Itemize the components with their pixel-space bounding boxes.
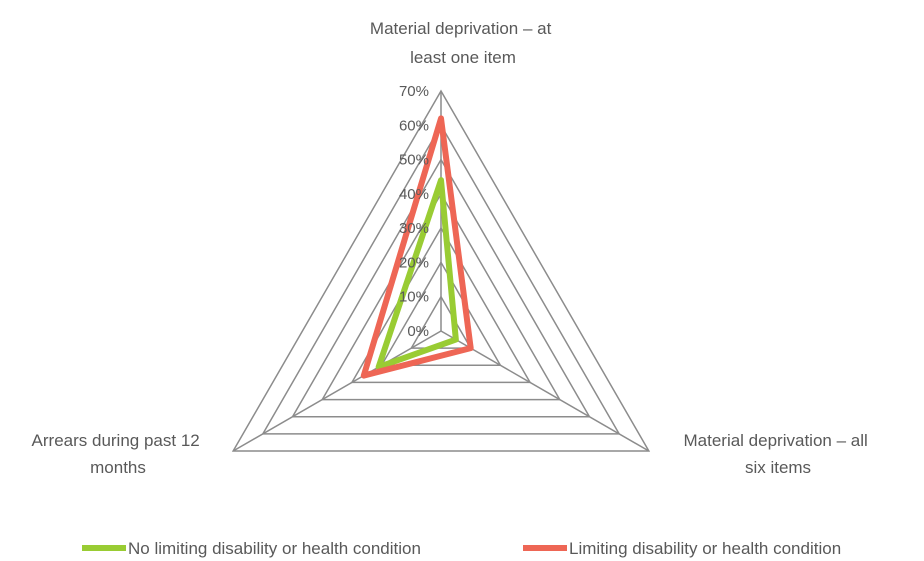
radar-grid [231, 89, 651, 452]
grid-ring [231, 89, 651, 452]
tick-label: 70% [399, 83, 429, 100]
series-line-0 [375, 177, 459, 370]
radar-series [360, 115, 474, 379]
legend-label-series-1: Limiting disability or health condition [569, 539, 841, 558]
radar-tick-labels: 0% 10% 20% 30% 40% 50% 60% 70% [399, 83, 429, 340]
legend-label-series-0: No limiting disability or health conditi… [128, 539, 421, 558]
legend: No limiting disability or health conditi… [82, 539, 841, 558]
grid-ring [320, 192, 562, 401]
grid-ring [380, 260, 502, 367]
axis-label-left: Arrears during past 12 months [32, 431, 205, 477]
axis-label-right: Material deprivation – all six items [684, 431, 873, 477]
tick-label: 0% [407, 323, 429, 340]
tick-label: 10% [399, 289, 429, 306]
grid-spoke [232, 330, 442, 452]
grid-ring [261, 123, 621, 435]
grid-ring [291, 158, 591, 418]
tick-label: 60% [399, 117, 429, 134]
tick-label: 50% [399, 152, 429, 169]
axis-label-top: Material deprivation – at least one item [370, 19, 556, 67]
tick-label: 30% [399, 220, 429, 237]
grid-spoke [440, 330, 650, 452]
series-line-1 [360, 115, 474, 379]
tick-label: 20% [399, 254, 429, 271]
tick-label: 40% [399, 186, 429, 203]
